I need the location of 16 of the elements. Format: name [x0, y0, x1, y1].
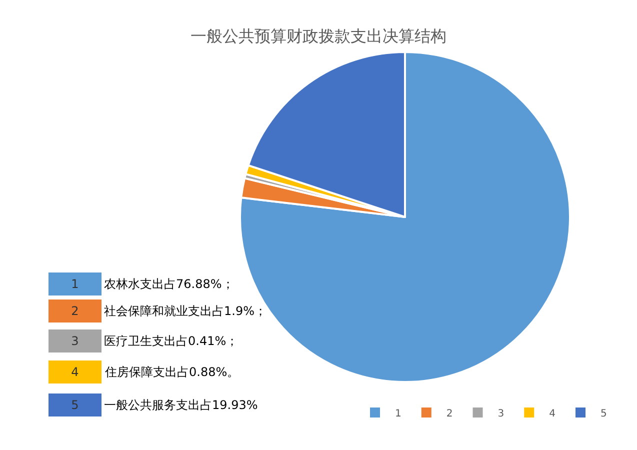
text: 社会保障和就业支出占1.9%；: [104, 304, 266, 318]
category-label: 2: [71, 304, 79, 318]
category-label: 3: [71, 334, 79, 348]
category-label: 1: [71, 277, 79, 291]
category-label: 4: [71, 365, 79, 379]
text: 医疗卫生支出占0.41%；: [104, 334, 238, 348]
text: 住房保障支出占0.88%。: [104, 365, 240, 379]
text: 一般公共服务支出占19.93%: [104, 398, 258, 412]
legend-label: 4: [549, 408, 556, 420]
legend-label: 3: [498, 408, 504, 420]
legend-label: 5: [600, 408, 607, 420]
category-label: 5: [71, 398, 79, 412]
legend-label: 1: [395, 408, 402, 420]
chart-title: 一般公共预算财政拨款支出决算结构: [190, 26, 446, 46]
legend-label: 2: [446, 408, 453, 420]
text: 农林水支出占76.88%；: [104, 277, 234, 291]
